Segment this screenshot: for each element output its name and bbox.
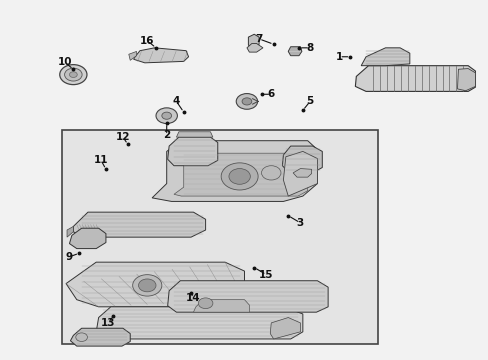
Circle shape (64, 68, 82, 81)
Text: 5: 5 (306, 96, 313, 107)
Circle shape (221, 163, 258, 190)
Circle shape (236, 94, 257, 109)
Text: 13: 13 (101, 318, 115, 328)
Polygon shape (69, 228, 106, 249)
Polygon shape (67, 226, 73, 237)
Text: 2: 2 (163, 130, 170, 140)
Circle shape (242, 98, 251, 105)
Polygon shape (248, 34, 259, 51)
Circle shape (69, 72, 77, 77)
Polygon shape (270, 318, 300, 339)
Polygon shape (128, 51, 136, 60)
Polygon shape (283, 152, 317, 196)
Polygon shape (287, 47, 301, 56)
Polygon shape (282, 146, 322, 173)
Polygon shape (457, 68, 474, 91)
Polygon shape (361, 48, 409, 66)
Circle shape (261, 166, 281, 180)
Polygon shape (167, 137, 217, 166)
Polygon shape (246, 44, 263, 52)
Polygon shape (174, 153, 307, 196)
Text: 7: 7 (255, 34, 262, 44)
Text: 11: 11 (94, 156, 108, 165)
Circle shape (76, 333, 87, 342)
Text: 3: 3 (296, 218, 304, 228)
Polygon shape (70, 328, 130, 346)
Text: 1: 1 (335, 52, 342, 62)
Text: 10: 10 (57, 57, 72, 67)
Polygon shape (96, 307, 302, 339)
Bar (62, 130, 377, 344)
Text: 4: 4 (172, 96, 180, 107)
Text: 6: 6 (267, 89, 274, 99)
Polygon shape (73, 212, 205, 237)
Text: 12: 12 (116, 132, 130, 142)
Circle shape (138, 279, 156, 292)
Polygon shape (355, 66, 474, 91)
Circle shape (156, 108, 177, 123)
Polygon shape (176, 132, 212, 137)
Polygon shape (66, 262, 244, 307)
Circle shape (60, 64, 87, 85)
Polygon shape (292, 168, 311, 177)
Text: 8: 8 (306, 43, 313, 53)
Polygon shape (152, 141, 317, 202)
Circle shape (132, 275, 162, 296)
Polygon shape (193, 300, 249, 312)
Text: 15: 15 (259, 270, 273, 280)
Text: 16: 16 (140, 36, 154, 46)
Text: 14: 14 (186, 293, 201, 303)
Circle shape (228, 168, 250, 184)
Circle shape (198, 298, 212, 309)
Circle shape (162, 112, 171, 119)
Text: 9: 9 (66, 252, 73, 262)
Polygon shape (133, 48, 188, 63)
Polygon shape (167, 281, 327, 312)
